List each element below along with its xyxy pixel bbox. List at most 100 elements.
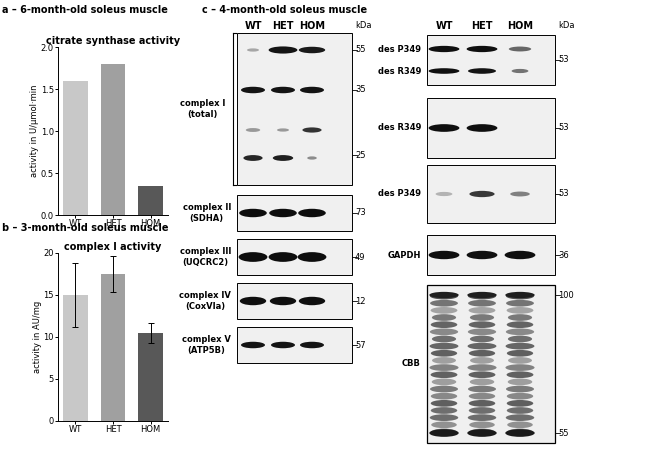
Ellipse shape [430, 307, 458, 314]
Text: complex V
(ATP5B): complex V (ATP5B) [182, 335, 231, 355]
Bar [237, 195, 352, 231]
Ellipse shape [507, 350, 533, 357]
Ellipse shape [298, 209, 326, 217]
Ellipse shape [467, 343, 497, 349]
Ellipse shape [240, 297, 266, 305]
Ellipse shape [467, 292, 497, 298]
Ellipse shape [431, 421, 457, 428]
Bar [138, 186, 163, 215]
Text: b – 3-month-old soleus muscle: b – 3-month-old soleus muscle [2, 223, 168, 233]
Ellipse shape [243, 155, 263, 161]
Ellipse shape [431, 321, 458, 328]
Ellipse shape [467, 251, 497, 259]
Ellipse shape [268, 252, 298, 262]
Ellipse shape [241, 87, 265, 93]
Ellipse shape [239, 252, 267, 262]
Text: HOM: HOM [299, 21, 325, 31]
Ellipse shape [430, 293, 458, 299]
Text: c – 4-month-old soleus muscle: c – 4-month-old soleus muscle [202, 5, 367, 15]
Text: GAPDH: GAPDH [387, 251, 421, 260]
Ellipse shape [432, 314, 456, 321]
Text: CBB: CBB [402, 360, 421, 368]
Ellipse shape [468, 386, 496, 392]
Ellipse shape [241, 342, 265, 348]
Ellipse shape [506, 307, 534, 314]
Ellipse shape [247, 48, 259, 52]
Text: a – 6-month-old soleus muscle: a – 6-month-old soleus muscle [2, 5, 168, 15]
Ellipse shape [428, 46, 460, 52]
Ellipse shape [429, 292, 459, 298]
Ellipse shape [507, 400, 533, 407]
Text: des R349: des R349 [378, 124, 421, 132]
Text: 35: 35 [355, 86, 365, 95]
Ellipse shape [470, 379, 494, 385]
Ellipse shape [508, 357, 532, 364]
Ellipse shape [431, 393, 457, 400]
Text: WT: WT [244, 21, 262, 31]
Ellipse shape [506, 386, 534, 392]
Ellipse shape [509, 47, 531, 52]
Ellipse shape [430, 371, 458, 378]
Y-axis label: activity in AU/mg: activity in AU/mg [33, 301, 42, 373]
Text: 53: 53 [558, 56, 569, 64]
Ellipse shape [432, 379, 456, 385]
Text: 55: 55 [558, 429, 569, 438]
Ellipse shape [506, 371, 534, 378]
Ellipse shape [300, 342, 324, 348]
Text: 73: 73 [355, 208, 366, 217]
Ellipse shape [299, 297, 325, 305]
Ellipse shape [467, 124, 497, 132]
Ellipse shape [469, 191, 495, 197]
Ellipse shape [468, 68, 496, 74]
Bar [427, 235, 555, 275]
Ellipse shape [507, 407, 533, 414]
Ellipse shape [508, 379, 532, 385]
Ellipse shape [268, 46, 298, 53]
Ellipse shape [430, 343, 458, 349]
Text: des R349: des R349 [378, 67, 421, 76]
Ellipse shape [469, 421, 495, 428]
Bar [101, 274, 125, 421]
Ellipse shape [467, 364, 497, 371]
Ellipse shape [467, 46, 497, 52]
Ellipse shape [469, 350, 495, 357]
Ellipse shape [469, 400, 495, 407]
Ellipse shape [300, 87, 324, 93]
Bar [237, 33, 352, 185]
Ellipse shape [298, 252, 326, 262]
Text: 100: 100 [558, 290, 574, 299]
Text: 25: 25 [355, 150, 365, 159]
Ellipse shape [302, 127, 322, 133]
Text: kDa: kDa [558, 21, 575, 30]
Ellipse shape [431, 407, 457, 414]
Ellipse shape [505, 292, 535, 298]
Text: 53: 53 [558, 124, 569, 132]
Ellipse shape [469, 407, 495, 414]
Text: WT: WT [436, 21, 453, 31]
Ellipse shape [506, 364, 534, 371]
Ellipse shape [428, 68, 460, 74]
Ellipse shape [468, 293, 496, 299]
Ellipse shape [428, 251, 460, 259]
Ellipse shape [271, 87, 295, 93]
Ellipse shape [468, 300, 496, 307]
Bar [427, 285, 555, 443]
Text: 12: 12 [355, 297, 365, 305]
Ellipse shape [299, 47, 325, 53]
Ellipse shape [430, 386, 458, 392]
Bar [427, 165, 555, 223]
Bar [237, 239, 352, 275]
Ellipse shape [507, 321, 533, 328]
Ellipse shape [269, 209, 297, 217]
Title: citrate synthase activity: citrate synthase activity [46, 36, 180, 46]
Text: complex IV
(CoxVIa): complex IV (CoxVIa) [179, 291, 231, 311]
Ellipse shape [508, 314, 532, 321]
Bar [427, 35, 555, 85]
Bar [427, 98, 555, 158]
Ellipse shape [505, 429, 535, 437]
Ellipse shape [510, 192, 530, 197]
Ellipse shape [431, 400, 457, 407]
Ellipse shape [271, 342, 295, 348]
Bar [63, 81, 88, 215]
Text: des P349: des P349 [378, 189, 421, 198]
